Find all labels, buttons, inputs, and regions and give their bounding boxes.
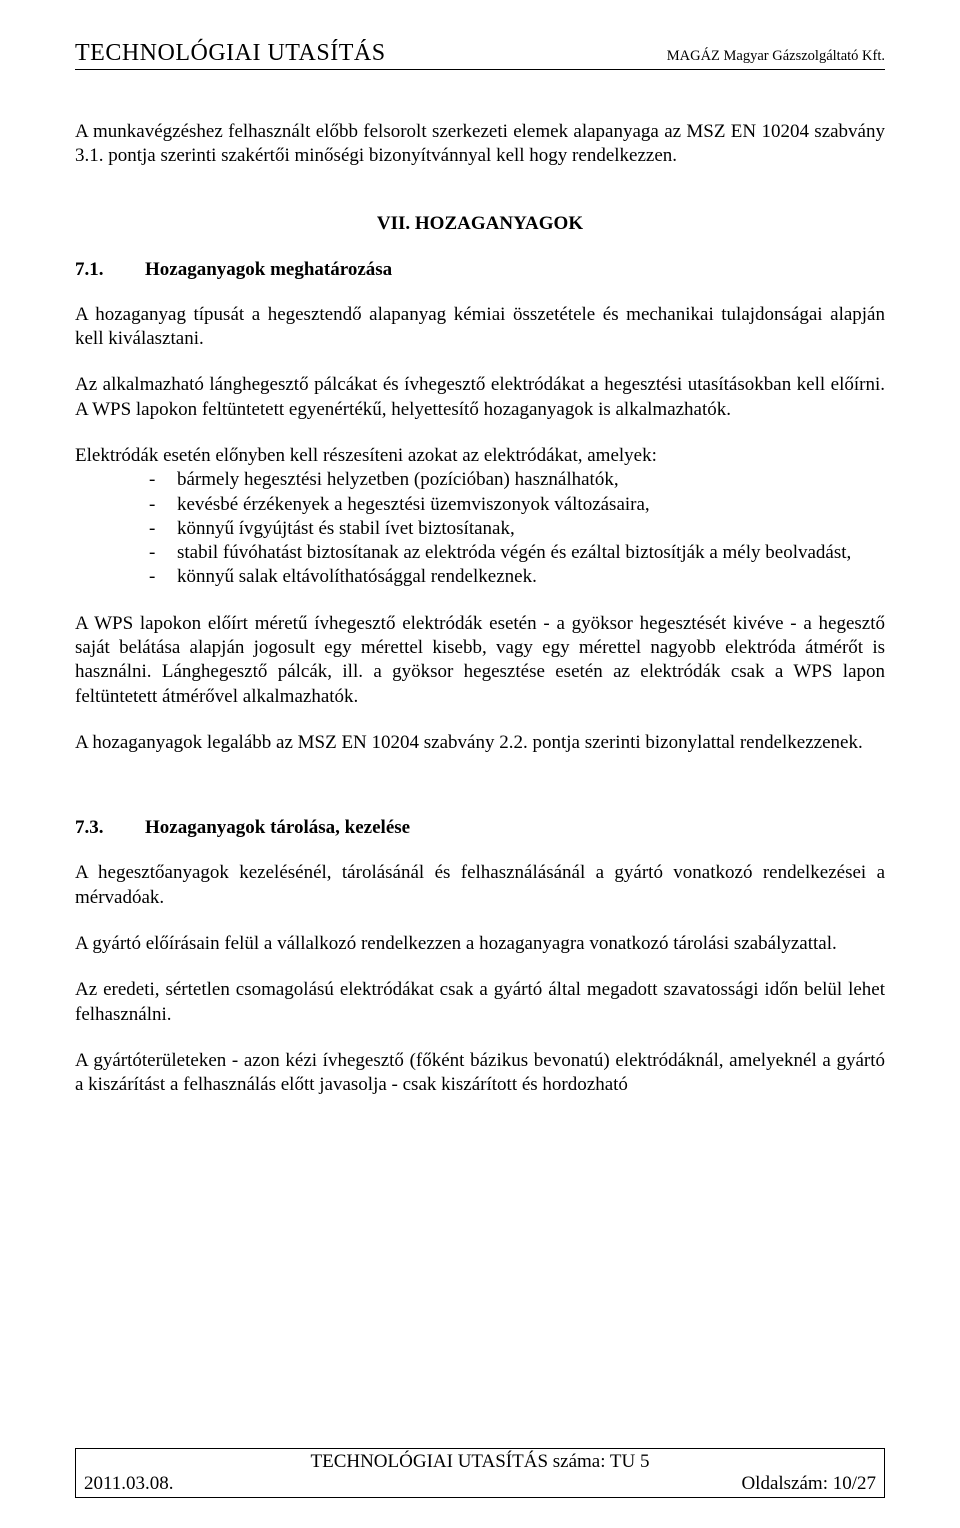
list-item: könnyű salak eltávolíthatósággal rendelk… <box>149 565 885 589</box>
footer-meta: 2011.03.08. Oldalszám: 10/27 <box>84 1473 876 1495</box>
section-7-3-title: Hozaganyagok tárolása, kezelése <box>145 817 410 839</box>
section-7-1-number: 7.1. <box>75 259 145 281</box>
section-7-3-number: 7.3. <box>75 817 145 839</box>
section-7-1-p1: A hozaganyag típusát a hegesztendő alapa… <box>75 303 885 352</box>
header-title: TECHNOLÓGIAI UTASÍTÁS <box>75 40 386 67</box>
footer-document-ref: TECHNOLÓGIAI UTASÍTÁS száma: TU 5 <box>84 1451 876 1473</box>
section-7-3-p3: Az eredeti, sértetlen csomagolású elektr… <box>75 978 885 1027</box>
list-item: kevésbé érzékenyek a hegesztési üzemvisz… <box>149 493 885 517</box>
section-7-1-list: bármely hegesztési helyzetben (pozícióba… <box>75 468 885 590</box>
intro-paragraph: A munkavégzéshez felhasznált előbb felso… <box>75 120 885 169</box>
footer-page-number: Oldalszám: 10/27 <box>741 1473 876 1495</box>
section-7-1-title: Hozaganyagok meghatározása <box>145 259 392 281</box>
section-7-1-p3: A WPS lapokon előírt méretű ívhegesztő e… <box>75 612 885 709</box>
section-7-1-heading: 7.1. Hozaganyagok meghatározása <box>75 259 885 281</box>
page-footer: TECHNOLÓGIAI UTASÍTÁS száma: TU 5 2011.0… <box>75 1448 885 1498</box>
section-7-3-p2: A gyártó előírásain felül a vállalkozó r… <box>75 932 885 956</box>
section-7-1-list-intro: Elektródák esetén előnyben kell részesít… <box>75 444 885 468</box>
section-7-1-p2: Az alkalmazható lánghegesztő pálcákat és… <box>75 373 885 422</box>
section-7-1-p4: A hozaganyagok legalább az MSZ EN 10204 … <box>75 731 885 755</box>
section-7-3-heading: 7.3. Hozaganyagok tárolása, kezelése <box>75 817 885 839</box>
list-item: bármely hegesztési helyzetben (pozícióba… <box>149 468 885 492</box>
footer-date: 2011.03.08. <box>84 1473 174 1495</box>
section-7-title: VII. HOZAGANYAGOK <box>75 213 885 235</box>
spacer <box>75 777 885 817</box>
section-7-3-p1: A hegesztőanyagok kezelésénél, tárolásán… <box>75 861 885 910</box>
list-item: stabil fúvóhatást biztosítanak az elektr… <box>149 541 885 565</box>
header-company: MAGÁZ Magyar Gázszolgáltató Kft. <box>667 48 885 65</box>
page-header: TECHNOLÓGIAI UTASÍTÁS MAGÁZ Magyar Gázsz… <box>75 40 885 70</box>
section-7-3-p4: A gyártóterületeken - azon kézi ívhegesz… <box>75 1049 885 1098</box>
list-item: könnyű ívgyújtást és stabil ívet biztosí… <box>149 517 885 541</box>
